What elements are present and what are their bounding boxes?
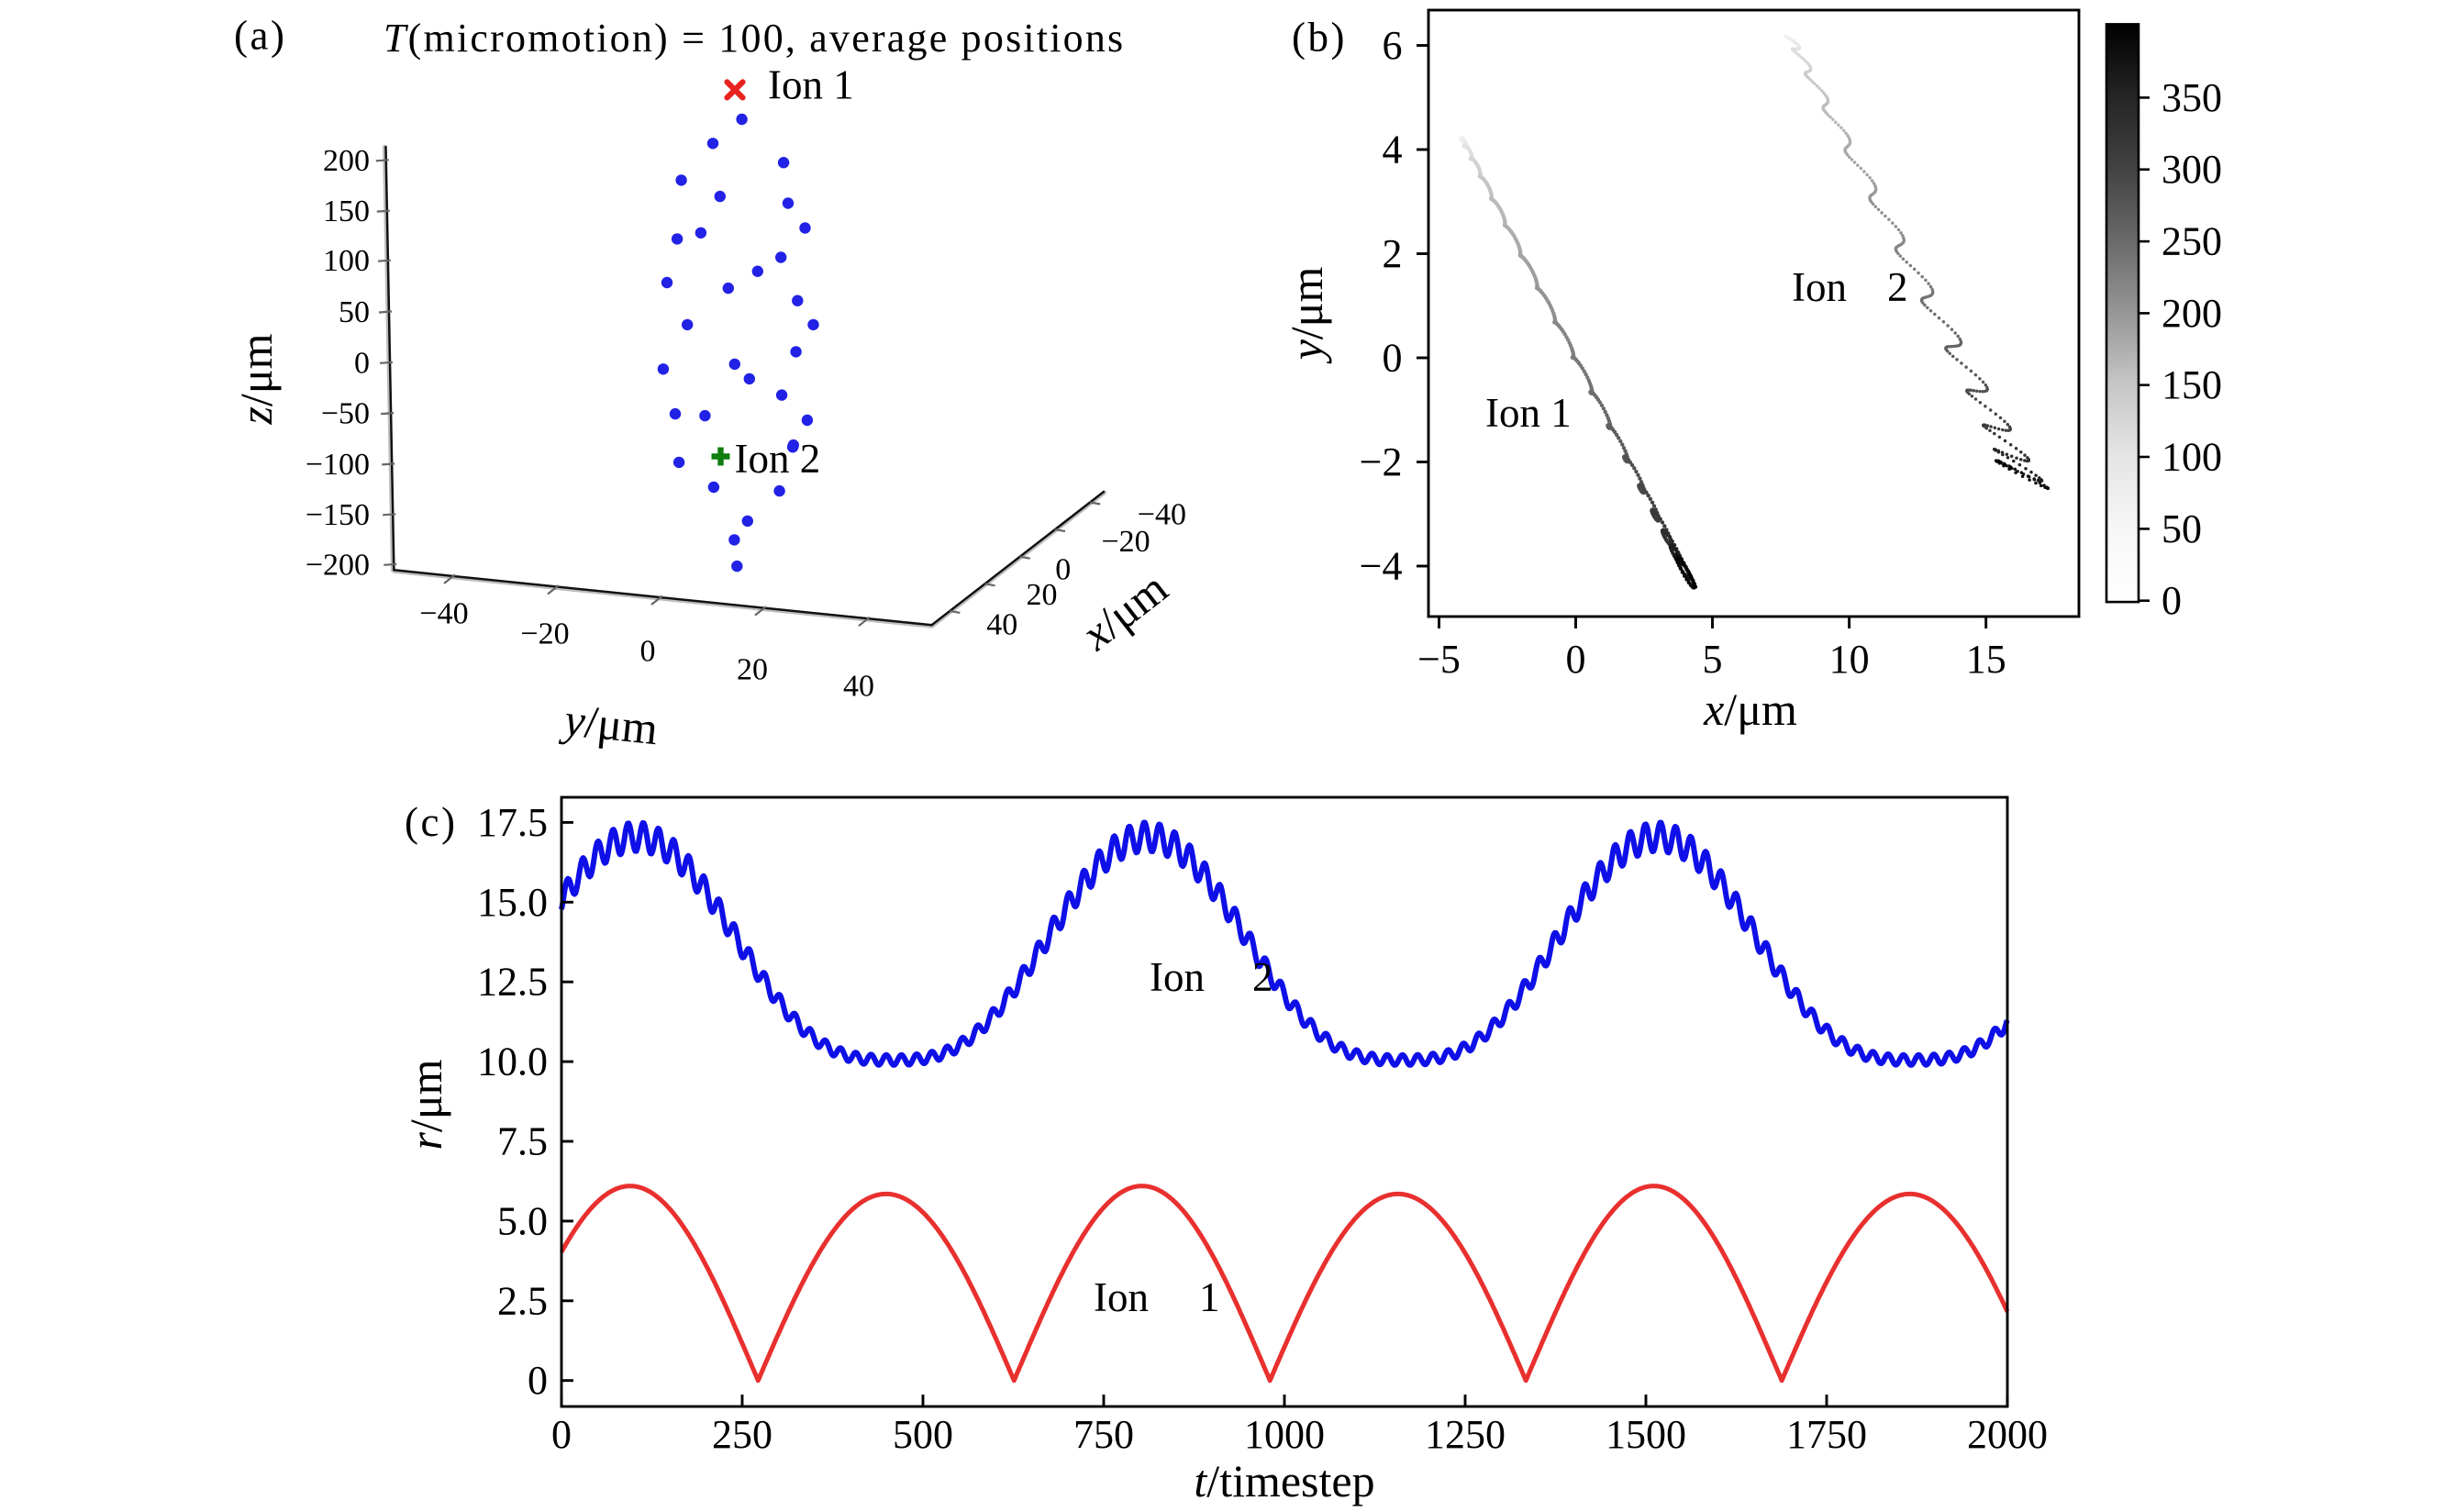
svg-text:2: 2 [1887, 264, 1908, 310]
svg-text:−4: −4 [1360, 544, 1403, 589]
svg-text:0: 0 [551, 1412, 572, 1457]
svg-text:300: 300 [2162, 147, 2222, 192]
svg-text:Ion 1: Ion 1 [768, 62, 854, 108]
svg-text:−40: −40 [1138, 498, 1186, 532]
svg-text:1000: 1000 [1244, 1412, 1325, 1457]
svg-text:Ion: Ion [1792, 264, 1847, 310]
svg-text:2: 2 [1383, 231, 1403, 276]
svg-text:0: 0 [2162, 578, 2182, 623]
svg-text:15: 15 [1966, 637, 2006, 682]
svg-text:50: 50 [339, 295, 370, 329]
svg-text:2000: 2000 [1967, 1412, 2048, 1457]
svg-text:−100: −100 [306, 448, 370, 482]
svg-text:2: 2 [1252, 954, 1273, 1000]
svg-text:15.0: 15.0 [477, 880, 548, 925]
svg-text:(c): (c) [405, 799, 457, 845]
svg-text:4: 4 [1383, 128, 1403, 172]
svg-text:(b): (b) [1292, 15, 1347, 61]
svg-text:0: 0 [354, 346, 370, 380]
svg-text:−40: −40 [419, 597, 468, 631]
svg-text:1750: 1750 [1786, 1412, 1867, 1457]
svg-text:−20: −20 [520, 617, 569, 651]
svg-text:500: 500 [893, 1412, 953, 1457]
svg-text:0: 0 [1383, 336, 1403, 381]
svg-text:250: 250 [712, 1412, 772, 1457]
svg-text:100: 100 [323, 244, 370, 278]
svg-text:x/μm: x/μm [1703, 684, 1797, 735]
svg-text:Ion: Ion [1094, 1274, 1149, 1320]
svg-text:750: 750 [1073, 1412, 1134, 1457]
svg-text:20: 20 [737, 653, 768, 687]
svg-text:40: 40 [843, 670, 874, 704]
svg-text:−5: −5 [1417, 637, 1461, 682]
svg-text:y/μm: y/μm [1281, 266, 1332, 364]
svg-text:z/μm: z/μm [230, 333, 282, 425]
svg-text:0: 0 [640, 635, 656, 669]
svg-text:1500: 1500 [1606, 1412, 1686, 1457]
svg-text:150: 150 [2162, 362, 2222, 407]
svg-text:Ion 2: Ion 2 [735, 436, 821, 482]
svg-text:1250: 1250 [1425, 1412, 1506, 1457]
svg-text:−50: −50 [321, 397, 370, 431]
svg-text:1: 1 [1199, 1274, 1220, 1320]
svg-text:50: 50 [2162, 506, 2202, 551]
svg-text:10.0: 10.0 [477, 1040, 548, 1084]
svg-text:6: 6 [1383, 23, 1403, 68]
svg-text:(a): (a) [234, 13, 286, 59]
svg-text:10: 10 [1829, 637, 1870, 682]
svg-text:0: 0 [1566, 637, 1586, 682]
svg-text:12.5: 12.5 [477, 960, 548, 1005]
svg-text:−20: −20 [1102, 525, 1150, 559]
svg-text:Ion: Ion [1150, 954, 1205, 1000]
svg-text:5.0: 5.0 [497, 1198, 548, 1243]
svg-text:40: 40 [986, 607, 1017, 641]
svg-text:0: 0 [528, 1358, 548, 1403]
svg-text:5: 5 [1703, 637, 1723, 682]
svg-text:0: 0 [1055, 553, 1071, 587]
svg-text:250: 250 [2162, 219, 2222, 264]
svg-text:−200: −200 [306, 548, 370, 582]
svg-text:2.5: 2.5 [497, 1278, 548, 1323]
svg-text:7.5: 7.5 [497, 1119, 548, 1164]
svg-text:−2: −2 [1360, 439, 1403, 484]
svg-text:r/μm: r/μm [400, 1059, 451, 1150]
svg-text:20: 20 [1027, 578, 1058, 612]
svg-text:−150: −150 [306, 498, 370, 532]
svg-text:200: 200 [323, 144, 370, 178]
svg-text:17.5: 17.5 [477, 800, 548, 845]
svg-text:Ion 1: Ion 1 [1485, 390, 1572, 436]
svg-text:100: 100 [2162, 435, 2222, 480]
svg-text:150: 150 [323, 195, 370, 228]
svg-text:350: 350 [2162, 75, 2222, 120]
svg-text:200: 200 [2162, 291, 2222, 336]
svg-text:T(micromotion) = 100, average: T(micromotion) = 100, average positions [383, 16, 1125, 61]
svg-text:y/μm: y/μm [558, 693, 661, 754]
svg-text:t/timestep: t/timestep [1194, 1455, 1374, 1506]
